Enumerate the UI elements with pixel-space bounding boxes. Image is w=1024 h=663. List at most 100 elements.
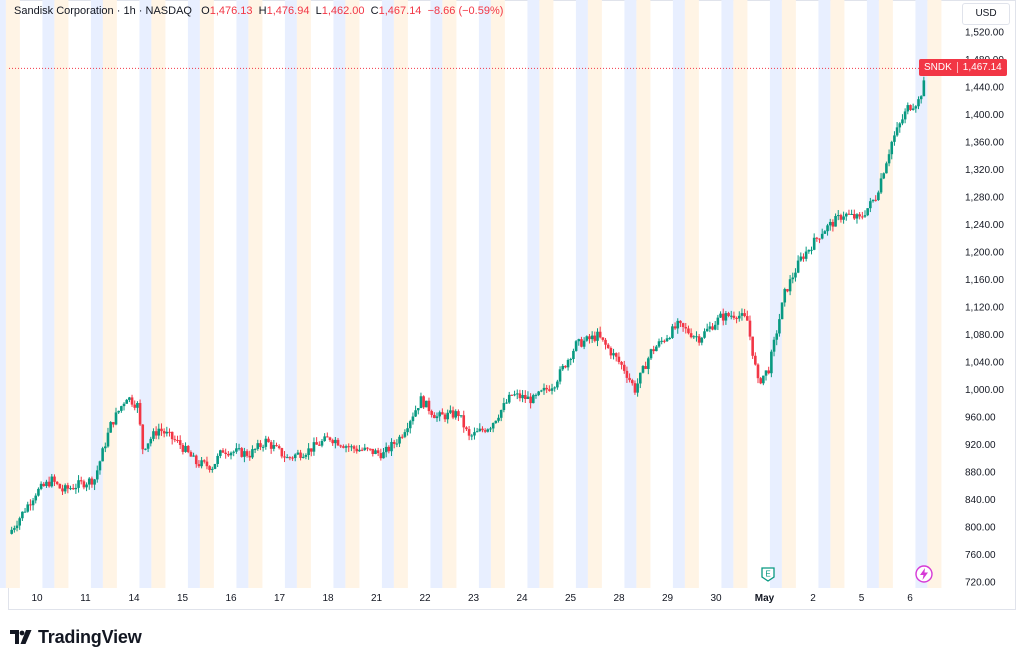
- candle-body: [344, 446, 348, 448]
- candle-body: [826, 225, 829, 232]
- svg-text:E: E: [765, 570, 770, 579]
- candle-body: [689, 333, 693, 338]
- candle-body: [459, 415, 463, 417]
- session-band-post: [527, 0, 540, 588]
- candle-body: [398, 436, 401, 444]
- session-band-post: [769, 0, 782, 588]
- candle-body: [818, 238, 821, 240]
- session-bands: [0, 0, 942, 588]
- session-band-pre: [54, 0, 69, 588]
- candle-body: [101, 448, 104, 462]
- session-band-post: [866, 0, 879, 588]
- candle-body: [585, 336, 589, 341]
- candle-body: [416, 408, 420, 411]
- candle-body: [906, 105, 910, 112]
- candle-body: [200, 460, 203, 467]
- price-chart[interactable]: 1,520.001,480.001,440.001,400.001,360.00…: [0, 0, 1024, 610]
- candle-body: [136, 403, 139, 408]
- candle-body: [350, 446, 353, 448]
- candle-body: [66, 485, 70, 489]
- candle-body: [227, 454, 230, 456]
- session-band-pre: [442, 0, 457, 588]
- session-band-post: [818, 0, 831, 588]
- price-tick-label: 880.00: [965, 468, 996, 479]
- tradingview-logo[interactable]: TradingView: [10, 626, 142, 648]
- candle-body: [392, 441, 396, 444]
- session-band-pre: [684, 0, 699, 588]
- candle-body: [323, 436, 326, 442]
- candle-body: [176, 440, 179, 442]
- symbol-legend[interactable]: Sandisk Corporation · 1h · NASDAQ O1,476…: [14, 5, 504, 17]
- candle-body: [764, 370, 768, 376]
- price-tick-label: 720.00: [965, 578, 996, 589]
- candle-body: [128, 397, 131, 400]
- candle-body: [839, 215, 843, 220]
- candle-body: [911, 108, 915, 110]
- candle-body: [609, 348, 613, 356]
- candle-body: [384, 446, 388, 453]
- candle-body: [756, 364, 760, 379]
- candle-body: [663, 340, 666, 342]
- session-band-pre: [830, 0, 845, 588]
- candle-body: [652, 349, 655, 352]
- candle-body: [628, 377, 631, 381]
- candle-body: [475, 431, 479, 433]
- flash-icon[interactable]: [914, 564, 934, 584]
- candle-body: [74, 487, 78, 490]
- candle-body: [671, 326, 674, 338]
- candle-body: [267, 438, 270, 443]
- candle-body: [47, 481, 51, 487]
- candle-body: [37, 488, 40, 496]
- session-band-post: [430, 0, 443, 588]
- candle-body: [162, 431, 166, 434]
- candle-body: [580, 339, 583, 347]
- session-band-post: [575, 0, 588, 588]
- candle-body: [470, 435, 474, 437]
- candle-body: [237, 448, 241, 450]
- candle-body: [430, 411, 433, 415]
- candle-body: [411, 416, 415, 422]
- candle-body: [87, 478, 91, 485]
- candle-body: [106, 432, 110, 447]
- candle-body: [893, 135, 896, 142]
- candle-body: [165, 431, 169, 434]
- candle-body: [114, 412, 118, 425]
- candle-body: [700, 337, 704, 343]
- candle-body: [251, 449, 254, 458]
- candle-body: [655, 346, 658, 352]
- tradingview-logo-icon: [10, 630, 32, 644]
- currency-button[interactable]: USD: [962, 3, 1010, 25]
- candle-body: [433, 414, 436, 419]
- candle-body: [326, 436, 329, 438]
- candle-body: [371, 448, 375, 455]
- candle-body: [154, 431, 158, 436]
- candle-body: [540, 390, 543, 392]
- candle-body: [109, 422, 112, 433]
- candle-body: [454, 411, 458, 418]
- time-tick-label: 17: [274, 593, 286, 604]
- time-tick-label: 16: [225, 593, 237, 604]
- session-band-post: [236, 0, 249, 588]
- candle-body: [877, 192, 880, 201]
- candle-body: [497, 417, 500, 421]
- earnings-event-icon[interactable]: E: [760, 566, 776, 582]
- candle-body: [481, 428, 484, 431]
- candle-body: [692, 336, 696, 338]
- candle-body: [160, 428, 163, 432]
- candle-body: [604, 339, 607, 345]
- candle-body: [309, 448, 313, 452]
- time-tick-label: 5: [859, 593, 865, 604]
- price-tick-label: 960.00: [965, 413, 996, 424]
- candle-body: [331, 440, 334, 444]
- candle-body: [874, 199, 877, 201]
- candle-body: [315, 442, 318, 445]
- session-band-post: [42, 0, 55, 588]
- candle-body: [427, 400, 431, 412]
- interval[interactable]: 1h: [123, 5, 136, 17]
- candle-body: [879, 178, 883, 193]
- symbol-name[interactable]: Sandisk Corporation: [14, 5, 114, 17]
- candle-body: [457, 411, 460, 416]
- candle-body: [668, 337, 672, 339]
- session-band-pre: [636, 0, 651, 588]
- candle-body: [523, 394, 527, 400]
